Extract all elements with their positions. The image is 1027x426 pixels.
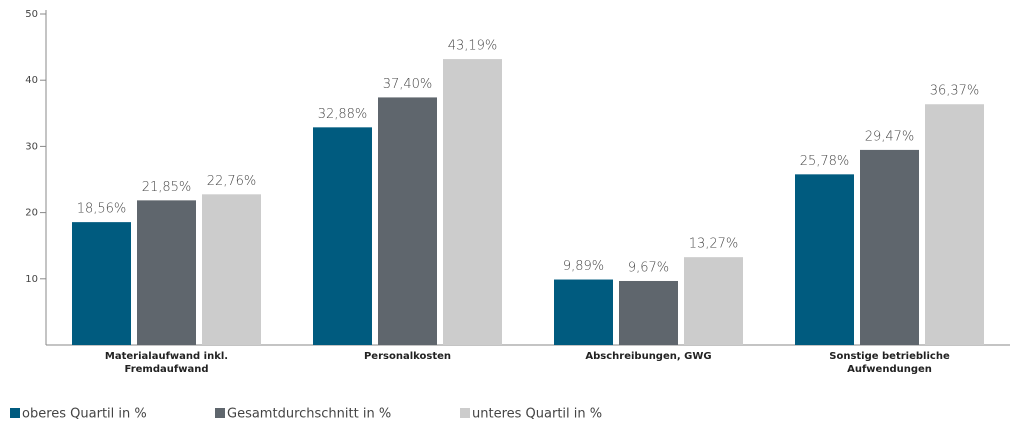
data-label: 22,76% bbox=[207, 174, 257, 189]
bar bbox=[619, 280, 678, 345]
bar bbox=[554, 279, 613, 345]
data-label: 13,27% bbox=[689, 237, 739, 252]
data-label: 29,47% bbox=[865, 129, 915, 144]
bar bbox=[72, 222, 131, 345]
x-tick-label: Abschreibungen, GWG bbox=[585, 351, 711, 362]
bar bbox=[684, 257, 743, 345]
bar bbox=[795, 174, 854, 345]
x-tick-label: Materialaufwand inkl. Fremdaufwand bbox=[105, 351, 228, 375]
data-label: 18,56% bbox=[77, 202, 127, 217]
x-tick-label: Sonstige betriebliche Aufwendungen bbox=[829, 351, 950, 375]
data-label: 25,78% bbox=[800, 154, 850, 169]
data-label: 43,19% bbox=[448, 39, 498, 54]
y-tick-label: 30 bbox=[25, 141, 38, 152]
y-tick-label: 40 bbox=[25, 75, 38, 86]
legend-label: Gesamtdurchschnitt in % bbox=[227, 407, 391, 422]
y-tick-label: 50 bbox=[25, 9, 38, 20]
y-tick-label: 20 bbox=[25, 208, 38, 219]
legend-label: oberes Quartil in % bbox=[22, 407, 147, 422]
legend-swatch bbox=[460, 408, 470, 418]
legend-label: unteres Quartil in % bbox=[472, 407, 602, 422]
bar bbox=[378, 97, 437, 345]
bar bbox=[443, 59, 502, 345]
y-tick-label: 10 bbox=[25, 274, 38, 285]
bar bbox=[860, 149, 919, 345]
bar bbox=[202, 194, 261, 345]
data-label: 37,40% bbox=[383, 77, 433, 92]
legend-swatch bbox=[215, 408, 225, 418]
bar bbox=[313, 127, 372, 345]
data-label: 9,67% bbox=[628, 260, 669, 275]
data-label: 32,88% bbox=[318, 107, 368, 122]
x-tick-label: Personalkosten bbox=[364, 351, 451, 362]
bar bbox=[137, 200, 196, 345]
bar bbox=[925, 104, 984, 346]
data-label: 36,37% bbox=[930, 84, 980, 99]
data-label: 21,85% bbox=[142, 180, 192, 195]
data-label: 9,89% bbox=[563, 259, 604, 274]
legend-swatch bbox=[10, 408, 20, 418]
